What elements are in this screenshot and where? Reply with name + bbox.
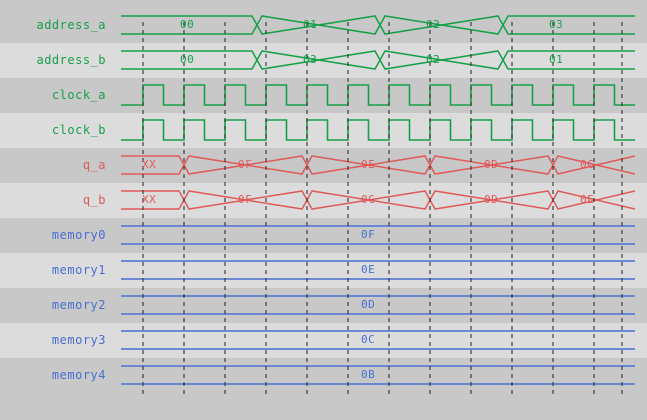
bus-edge-bottom <box>121 190 635 210</box>
signal-row-clock_a[interactable]: clock_a <box>0 78 647 113</box>
waveform-address_a[interactable] <box>121 8 647 43</box>
waveform-memory2[interactable] <box>121 288 647 323</box>
bus-value: 0D <box>484 192 499 206</box>
bus-value: 0C <box>580 157 595 171</box>
bus-value: 0E <box>361 262 376 276</box>
bus-value: XX <box>142 192 157 206</box>
signal-name-memory2[interactable]: memory2 <box>51 297 106 312</box>
bus-value: 00 <box>180 52 195 66</box>
signal-row-memory3[interactable]: memory3 <box>0 323 647 358</box>
signal-name-q_a[interactable]: q_a <box>82 157 106 172</box>
bus-value: 0F <box>361 227 376 241</box>
bus-value: 00 <box>180 17 195 31</box>
clock-trace <box>121 84 635 106</box>
waveform-memory1[interactable] <box>121 253 647 288</box>
bus-value: 0D <box>361 297 376 311</box>
bus-value: 0D <box>484 157 499 171</box>
bus-value: 0E <box>361 157 376 171</box>
bus-value: 0F <box>238 192 253 206</box>
bus-edge-bottom <box>121 155 635 175</box>
signal-name-memory0[interactable]: memory0 <box>51 227 106 242</box>
signal-name-address_a[interactable]: address_a <box>36 17 106 32</box>
bus-value: 0E <box>580 192 595 206</box>
waveform-q_a[interactable] <box>121 148 647 183</box>
signal-row-address_b[interactable]: address_b <box>0 43 647 78</box>
bus-value: 02 <box>426 52 441 66</box>
bus-value: 03 <box>549 17 564 31</box>
bus-value: 02 <box>426 17 441 31</box>
bus-value: 0B <box>361 367 376 381</box>
signal-row-q_a[interactable]: q_a <box>0 148 647 183</box>
bus-value: 0F <box>238 157 253 171</box>
bus-value: 0C <box>361 332 376 346</box>
signal-row-memory0[interactable]: memory0 <box>0 218 647 253</box>
waveform-q_b[interactable] <box>121 183 647 218</box>
signal-row-memory1[interactable]: memory1 <box>0 253 647 288</box>
signal-row-memory4[interactable]: memory4 <box>0 358 647 393</box>
signal-name-memory3[interactable]: memory3 <box>51 332 106 347</box>
waveform-memory4[interactable] <box>121 358 647 393</box>
bus-value: 01 <box>303 17 318 31</box>
waveform-address_b[interactable] <box>121 43 647 78</box>
bus-edge-bottom <box>121 50 635 70</box>
bus-value: 0C <box>361 192 376 206</box>
waveform-memory3[interactable] <box>121 323 647 358</box>
signal-name-address_b[interactable]: address_b <box>36 52 106 67</box>
bus-edge-top <box>121 155 635 175</box>
signal-row-address_a[interactable]: address_a <box>0 8 647 43</box>
signal-row-clock_b[interactable]: clock_b <box>0 113 647 148</box>
signal-row-q_b[interactable]: q_b <box>0 183 647 218</box>
signal-name-memory4[interactable]: memory4 <box>51 367 106 382</box>
bus-value: 03 <box>303 52 318 66</box>
signal-name-clock_a[interactable]: clock_a <box>51 87 106 102</box>
signal-name-clock_b[interactable]: clock_b <box>51 122 106 137</box>
signal-name-q_b[interactable]: q_b <box>82 192 106 207</box>
waveform-memory0[interactable] <box>121 218 647 253</box>
bus-value: XX <box>142 157 157 171</box>
waveform-clock_b[interactable] <box>121 113 647 148</box>
bus-value: 01 <box>549 52 564 66</box>
waveform-clock_a[interactable] <box>121 78 647 113</box>
signal-name-memory1[interactable]: memory1 <box>51 262 106 277</box>
signal-row-memory2[interactable]: memory2 <box>0 288 647 323</box>
clock-trace <box>121 119 635 141</box>
bus-edge-top <box>121 190 635 210</box>
bus-edge-bottom <box>121 15 635 35</box>
